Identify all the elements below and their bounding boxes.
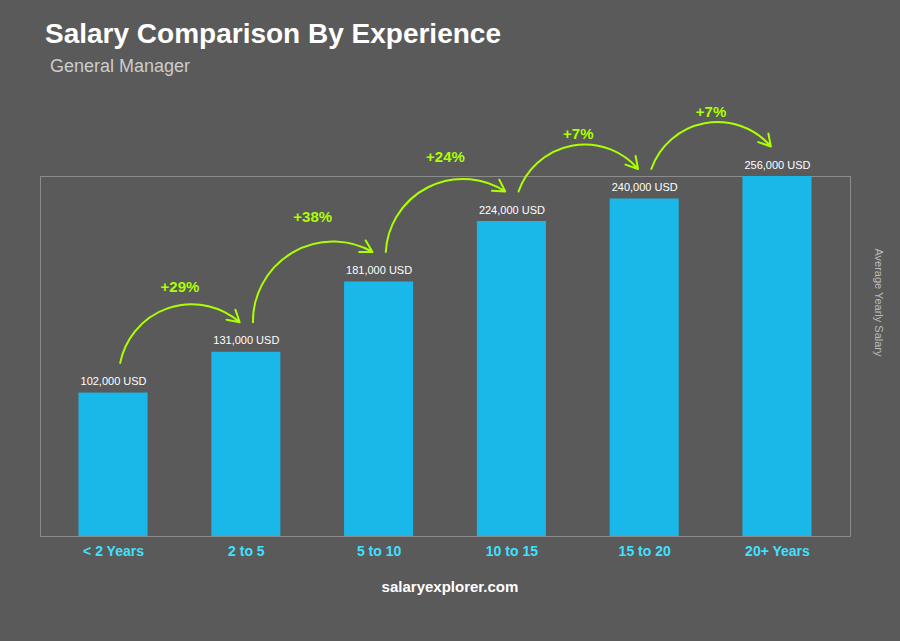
svg-text:Average Yearly Salary: Average Yearly Salary — [873, 248, 885, 357]
svg-text:224,000 USD: 224,000 USD — [479, 204, 545, 216]
svg-text:102,000 USD: 102,000 USD — [81, 375, 147, 387]
svg-text:+7%: +7% — [563, 125, 593, 142]
svg-text:240,000 USD: 240,000 USD — [612, 181, 678, 193]
svg-text:+29%: +29% — [161, 278, 200, 295]
svg-text:2 to 5: 2 to 5 — [228, 543, 265, 559]
svg-text:+24%: +24% — [426, 148, 465, 165]
svg-text:5 to 10: 5 to 10 — [357, 543, 402, 559]
svg-text:256,000 USD: 256,000 USD — [744, 159, 810, 171]
svg-text:181,000 USD: 181,000 USD — [346, 264, 412, 276]
svg-text:131,000 USD: 131,000 USD — [213, 334, 279, 346]
svg-text:< 2 Years: < 2 Years — [83, 543, 144, 559]
html-text:salaryexplorer.com: salaryexplorer.com — [381, 578, 519, 595]
html-text:General Manager: General Manager — [50, 56, 191, 76]
svg-text:10 to 15: 10 to 15 — [486, 543, 538, 559]
svg-text:20+ Years: 20+ Years — [745, 543, 810, 559]
svg-text:+7%: +7% — [696, 103, 726, 120]
svg-text:15 to 20: 15 to 20 — [619, 543, 671, 559]
html-text:Salary Comparison By Experienc: Salary Comparison By Experience — [45, 18, 501, 49]
svg-text:+38%: +38% — [293, 208, 332, 225]
